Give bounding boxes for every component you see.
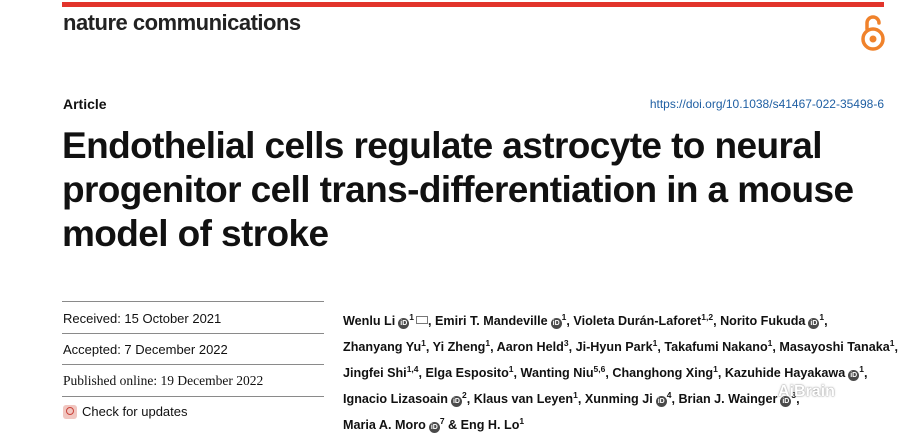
author-name: Zhanyang Yu xyxy=(343,340,422,354)
affiliation-number: 1 xyxy=(421,338,426,348)
affiliation-number: 1 xyxy=(409,312,414,322)
affiliation-number: 3 xyxy=(791,390,797,400)
affiliation-number: 1,2 xyxy=(701,312,714,322)
author-name: Aaron Held xyxy=(496,340,564,354)
affiliation-number: 1 xyxy=(561,312,567,322)
divider xyxy=(62,364,324,365)
author[interactable]: Takafumi Nakano1 xyxy=(664,338,773,354)
author[interactable]: Kazuhide Hayakawa iD1 xyxy=(724,364,864,381)
author-name: Elga Esposito xyxy=(425,366,509,380)
author-list: Wenlu Li iD1, Emiri T. Mandeville iD1, Vio… xyxy=(343,312,899,433)
journal-header-bar xyxy=(62,2,884,7)
orcid-icon[interactable]: iD xyxy=(550,318,562,329)
author-name: Klaus van Leyen xyxy=(473,392,574,406)
divider xyxy=(62,333,324,334)
author-name: Ignacio Lizasoain xyxy=(343,392,448,406)
affiliation-number: 7 xyxy=(439,416,445,426)
affiliation-number: 5,6 xyxy=(593,364,606,374)
author-name: Takafumi Nakano xyxy=(664,340,768,354)
author-name: Wenlu Li xyxy=(343,314,396,328)
affiliation-number: 1 xyxy=(485,338,491,348)
open-access-lock-icon xyxy=(861,15,885,51)
author[interactable]: Changhong Xing1 xyxy=(612,364,718,380)
author-name: Maria A. Moro xyxy=(343,418,426,432)
affiliation-number: 1 xyxy=(889,338,895,348)
author[interactable]: Maria A. Moro iD7 xyxy=(343,416,445,433)
affiliation-number: 4 xyxy=(666,390,672,400)
orcid-icon[interactable]: iD xyxy=(848,370,860,381)
author[interactable]: Elga Esposito1 xyxy=(425,364,514,380)
author[interactable]: Klaus van Leyen1 xyxy=(473,390,578,406)
orcid-icon[interactable]: iD xyxy=(398,318,410,329)
author[interactable]: Ignacio Lizasoain iD2 xyxy=(343,390,467,407)
affiliation-number: 1 xyxy=(819,312,825,322)
author-name: Masayoshi Tanaka xyxy=(779,340,890,354)
watermark: AiBrain xyxy=(778,383,835,400)
mail-icon[interactable] xyxy=(415,316,428,324)
author[interactable]: Xunming Ji iD4 xyxy=(584,390,672,407)
author[interactable]: Emiri T. Mandeville iD1 xyxy=(434,312,567,329)
author-name: Yi Zheng xyxy=(432,340,486,354)
received-date: Received: 15 October 2021 xyxy=(63,311,222,326)
affiliation-number: 1 xyxy=(573,390,578,400)
doi-link[interactable]: https://doi.org/10.1038/s41467-022-35498… xyxy=(649,97,884,111)
author[interactable]: Eng H. Lo1 xyxy=(460,416,525,432)
author[interactable]: Violeta Durán-Laforet1,2 xyxy=(573,312,714,328)
author-name: Brian J. Wainger xyxy=(678,392,778,406)
affiliation-number: 1 xyxy=(859,364,864,374)
affiliation-number: 1 xyxy=(713,364,718,374)
author-name: Violeta Durán-Laforet xyxy=(573,314,702,328)
affiliation-number: 2 xyxy=(461,390,467,400)
author-name: Kazuhide Hayakawa xyxy=(724,366,846,380)
affiliation-number: 1 xyxy=(519,416,525,426)
divider xyxy=(62,396,324,397)
article-type-label: Article xyxy=(63,96,107,112)
orcid-icon[interactable]: iD xyxy=(780,396,792,407)
orcid-icon[interactable]: iD xyxy=(808,318,820,329)
author[interactable]: Zhanyang Yu1 xyxy=(343,338,426,354)
author-name: Wanting Niu xyxy=(520,366,594,380)
accepted-date: Accepted: 7 December 2022 xyxy=(63,342,228,357)
author-name: Changhong Xing xyxy=(612,366,714,380)
check-for-updates-link[interactable]: Check for updates xyxy=(82,404,188,419)
author[interactable]: Aaron Held3 xyxy=(496,338,569,354)
author[interactable]: Masayoshi Tanaka1 xyxy=(779,338,895,354)
author[interactable]: Ji-Hyun Park1 xyxy=(575,338,658,354)
author-name: Xunming Ji xyxy=(584,392,653,406)
published-date: Published online: 19 December 2022 xyxy=(63,373,264,388)
affiliation-number: 1 xyxy=(652,338,658,348)
author[interactable]: Yi Zheng1 xyxy=(432,338,491,354)
divider xyxy=(62,301,324,302)
author[interactable]: Wenlu Li iD1 xyxy=(343,312,428,329)
author-name: Ji-Hyun Park xyxy=(575,340,653,354)
orcid-icon[interactable]: iD xyxy=(655,396,667,407)
affiliation-number: 1,4 xyxy=(406,364,419,374)
affiliation-number: 1 xyxy=(508,364,514,374)
affiliation-number: 1 xyxy=(767,338,773,348)
orcid-icon[interactable]: iD xyxy=(428,422,440,433)
author-name: Emiri T. Mandeville xyxy=(434,314,548,328)
author-name: Norito Fukuda xyxy=(720,314,806,328)
author[interactable]: Brian J. Wainger iD3 xyxy=(678,390,797,407)
affiliation-number: 3 xyxy=(563,338,569,348)
author[interactable]: Norito Fukuda iD1 xyxy=(720,312,825,329)
author[interactable]: Jingfei Shi1,4 xyxy=(343,364,419,380)
article-title: Endothelial cells regulate astrocyte to … xyxy=(62,125,854,254)
author-name: Eng H. Lo xyxy=(460,418,520,432)
author-name: Jingfei Shi xyxy=(343,366,407,380)
orcid-icon[interactable]: iD xyxy=(450,396,462,407)
journal-name[interactable]: nature communications xyxy=(63,10,301,35)
check-for-updates-icon xyxy=(63,405,77,419)
author[interactable]: Wanting Niu5,6 xyxy=(520,364,606,380)
